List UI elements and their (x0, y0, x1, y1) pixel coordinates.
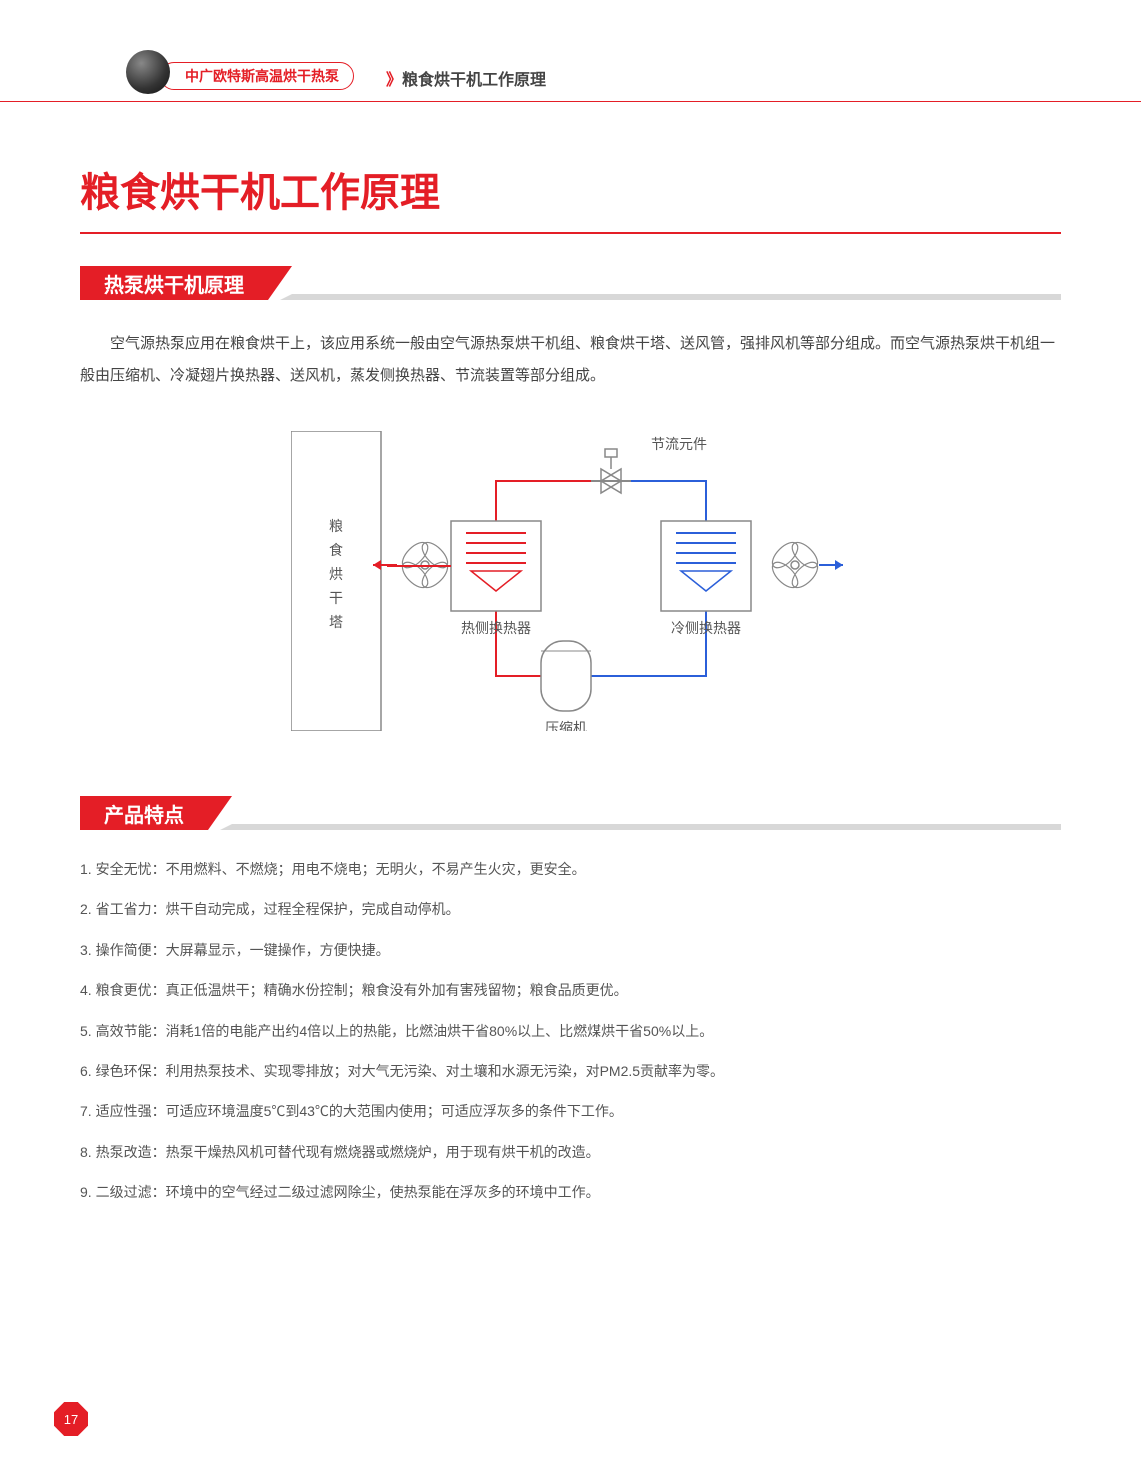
feature-label: 二级过滤： (96, 1184, 166, 1200)
page-number: 17 (64, 1412, 78, 1427)
feature-item: 热泵改造：热泵干燥热风机可替代现有燃烧器或燃烧炉，用于现有烘干机的改造。 (80, 1141, 1061, 1163)
page-title: 粮食烘干机工作原理 (80, 160, 1061, 234)
brand-logo-icon (126, 50, 170, 94)
svg-text:烘: 烘 (329, 566, 343, 582)
main-content: 粮食烘干机工作原理 热泵烘干机原理 空气源热泵应用在粮食烘干上，该应用系统一般由… (80, 160, 1061, 1222)
features-list: 安全无忧：不用燃料、不燃烧；用电不烧电；无明火，不易产生火灾，更安全。省工省力：… (80, 858, 1061, 1204)
feature-text: 环境中的空气经过二级过滤网除尘，使热泵能在浮灰多的环境中工作。 (166, 1184, 600, 1200)
feature-label: 安全无忧： (96, 861, 166, 877)
feature-label: 粮食更优： (96, 982, 166, 998)
chevron-right-icon: 》 (386, 72, 398, 89)
breadcrumb-label: 粮食烘干机工作原理 (402, 72, 546, 89)
feature-item: 粮食更优：真正低温烘干；精确水份控制；粮食没有外加有害残留物；粮食品质更优。 (80, 979, 1061, 1001)
section-heading: 热泵烘干机原理 (104, 269, 244, 298)
feature-text: 利用热泵技术、实现零排放；对大气无污染、对土壤和水源无污染，对PM2.5贡献率为… (166, 1063, 724, 1079)
feature-text: 可适应环境温度5℃到43℃的大范围内使用；可适应浮灰多的条件下工作。 (166, 1103, 623, 1119)
svg-text:压缩机: 压缩机 (545, 720, 587, 731)
svg-text:粮: 粮 (329, 518, 343, 534)
intro-paragraph: 空气源热泵应用在粮食烘干上，该应用系统一般由空气源热泵烘干机组、粮食烘干塔、送风… (80, 328, 1061, 391)
svg-text:冷侧换热器: 冷侧换热器 (671, 620, 741, 636)
feature-text: 热泵干燥热风机可替代现有燃烧器或燃烧炉，用于现有烘干机的改造。 (166, 1144, 600, 1160)
feature-text: 不用燃料、不燃烧；用电不烧电；无明火，不易产生火灾，更安全。 (166, 861, 586, 877)
section-tab: 产品特点 (80, 796, 208, 830)
page-header: 中广欧特斯高温烘干热泵 》粮食烘干机工作原理 (0, 58, 1141, 102)
feature-label: 省工省力： (96, 901, 166, 917)
section-header-principle: 热泵烘干机原理 (80, 266, 1061, 300)
feature-item: 绿色环保：利用热泵技术、实现零排放；对大气无污染、对土壤和水源无污染，对PM2.… (80, 1060, 1061, 1082)
section-divider-bar (232, 824, 1061, 830)
feature-item: 省工省力：烘干自动完成，过程全程保护，完成自动停机。 (80, 898, 1061, 920)
brand-badge: 中广欧特斯高温烘干热泵 》粮食烘干机工作原理 (126, 58, 546, 94)
svg-text:热侧换热器: 热侧换热器 (461, 620, 531, 636)
section-tab: 热泵烘干机原理 (80, 266, 268, 300)
feature-text: 大屏幕显示，一键操作，方便快捷。 (166, 942, 390, 958)
feature-label: 高效节能： (96, 1023, 166, 1039)
feature-label: 热泵改造： (96, 1144, 166, 1160)
section-heading: 产品特点 (104, 799, 184, 828)
section-header-features: 产品特点 (80, 796, 1061, 830)
principle-diagram: 粮食烘干塔 节流元件热侧换热器 冷侧换热器压缩机 (291, 431, 851, 736)
svg-text:干: 干 (329, 590, 343, 606)
brand-name: 中广欧特斯高温烘干热泵 (171, 66, 339, 86)
feature-label: 绿色环保： (96, 1063, 166, 1079)
section-divider-bar (292, 294, 1061, 300)
feature-label: 操作简便： (96, 942, 166, 958)
feature-label: 适应性强： (96, 1103, 166, 1119)
feature-item: 二级过滤：环境中的空气经过二级过滤网除尘，使热泵能在浮灰多的环境中工作。 (80, 1181, 1061, 1203)
svg-text:节流元件: 节流元件 (651, 436, 707, 452)
feature-item: 安全无忧：不用燃料、不燃烧；用电不烧电；无明火，不易产生火灾，更安全。 (80, 858, 1061, 880)
brand-pill: 中广欧特斯高温烘干热泵 (160, 62, 354, 90)
diagram-svg: 粮食烘干塔 节流元件热侧换热器 冷侧换热器压缩机 (291, 431, 851, 731)
feature-text: 烘干自动完成，过程全程保护，完成自动停机。 (166, 901, 460, 917)
feature-text: 真正低温烘干；精确水份控制；粮食没有外加有害残留物；粮食品质更优。 (166, 982, 628, 998)
breadcrumb: 》粮食烘干机工作原理 (386, 66, 546, 90)
svg-text:塔: 塔 (329, 614, 343, 630)
feature-item: 高效节能：消耗1倍的电能产出约4倍以上的热能，比燃油烘干省80%以上、比燃煤烘干… (80, 1020, 1061, 1042)
feature-item: 操作简便：大屏幕显示，一键操作，方便快捷。 (80, 939, 1061, 961)
feature-text: 消耗1倍的电能产出约4倍以上的热能，比燃油烘干省80%以上、比燃煤烘干省50%以… (166, 1023, 714, 1039)
feature-item: 适应性强：可适应环境温度5℃到43℃的大范围内使用；可适应浮灰多的条件下工作。 (80, 1100, 1061, 1122)
svg-text:食: 食 (329, 542, 343, 558)
page-number-badge: 17 (54, 1402, 88, 1436)
